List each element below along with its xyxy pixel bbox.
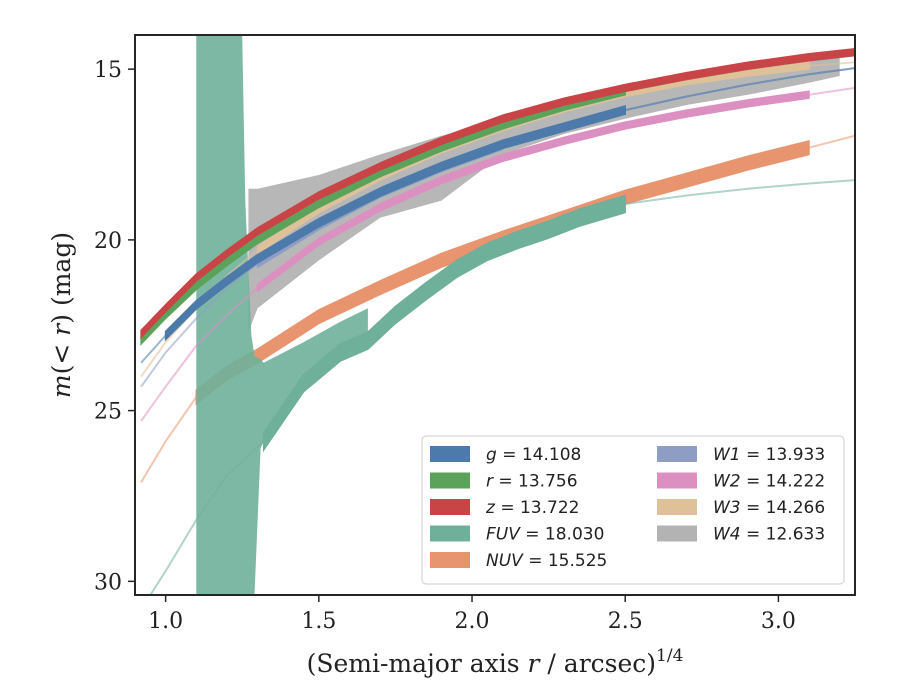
legend-swatch — [657, 499, 697, 515]
x-tick-label: 2.5 — [608, 609, 643, 634]
x-tick-label: 1.0 — [148, 609, 183, 634]
legend-label: W2 = 14.222 — [713, 472, 825, 492]
legend-swatch — [430, 446, 470, 462]
legend-swatch — [657, 472, 697, 489]
legend-swatch — [430, 525, 470, 542]
legend-label: W1 = 13.933 — [713, 445, 825, 465]
series-z-13-722 — [140, 47, 855, 340]
legend: g = 14.108 r = 13.756 z = 13.722 FUV = 18.0… — [421, 435, 845, 585]
x-tick-label: 1.5 — [301, 609, 336, 634]
series-g-14-108 — [140, 67, 855, 364]
legend-label: W3 = 14.266 — [713, 498, 825, 518]
y-tick-label: 30 — [94, 570, 122, 595]
band-w2-14-222 — [256, 90, 810, 293]
band-fuv-18-030 — [262, 194, 626, 453]
axis-ticks: 1.0 1.5 2.0 2.5 3.0 15 20 25 30 — [94, 58, 796, 634]
y-tick-label: 15 — [94, 58, 122, 83]
series-fuv-18-030 — [149, 35, 855, 595]
band-nuv-15-525 — [195, 139, 810, 406]
band-fuv-inner — [196, 35, 368, 595]
x-tick-label: 2.0 — [455, 609, 490, 634]
legend-entry-w4: W4 = 12.633 — [657, 525, 825, 545]
legend-box — [421, 435, 845, 585]
y-axis-label: m(< r) (mag) — [47, 232, 76, 398]
band-r-13-756 — [140, 86, 626, 346]
plot-area — [140, 35, 855, 595]
legend-entry-w3: W3 = 14.266 — [657, 498, 825, 518]
x-tick-label: 3.0 — [761, 609, 796, 634]
legend-swatch — [657, 525, 697, 542]
legend-label: NUV = 15.525 — [486, 551, 607, 571]
legend-entry-z: z = 13.722 — [430, 498, 579, 518]
legend-label: W4 = 12.633 — [713, 525, 825, 545]
legend-label: g = 14.108 — [486, 445, 581, 465]
band-z-13-722 — [140, 47, 855, 340]
y-tick-label: 20 — [94, 229, 122, 254]
legend-entry-w2: W2 = 14.222 — [657, 472, 825, 492]
legend-label: z = 13.722 — [485, 498, 579, 518]
legend-swatch — [657, 446, 697, 462]
legend-entry-w1: W1 = 13.933 — [657, 445, 825, 465]
legend-swatch — [430, 499, 470, 515]
y-tick-label: 25 — [94, 400, 122, 425]
x-axis-label: (Semi-major axis r / arcsec)1/4 — [307, 646, 684, 678]
series-w2-14-222 — [140, 86, 855, 422]
legend-label: r = 13.756 — [486, 472, 578, 492]
plot-frame — [134, 34, 856, 596]
legend-label: FUV = 18.030 — [486, 525, 604, 545]
legend-entry-fuv: FUV = 18.030 — [430, 525, 604, 545]
legend-entry-nuv: NUV = 15.525 — [430, 551, 607, 571]
legend-entry-r: r = 13.756 — [430, 472, 578, 492]
legend-swatch — [430, 552, 470, 568]
legend-swatch — [430, 472, 470, 489]
legend-entry-g: g = 14.108 — [430, 445, 581, 465]
band-g-14-108 — [164, 105, 626, 342]
